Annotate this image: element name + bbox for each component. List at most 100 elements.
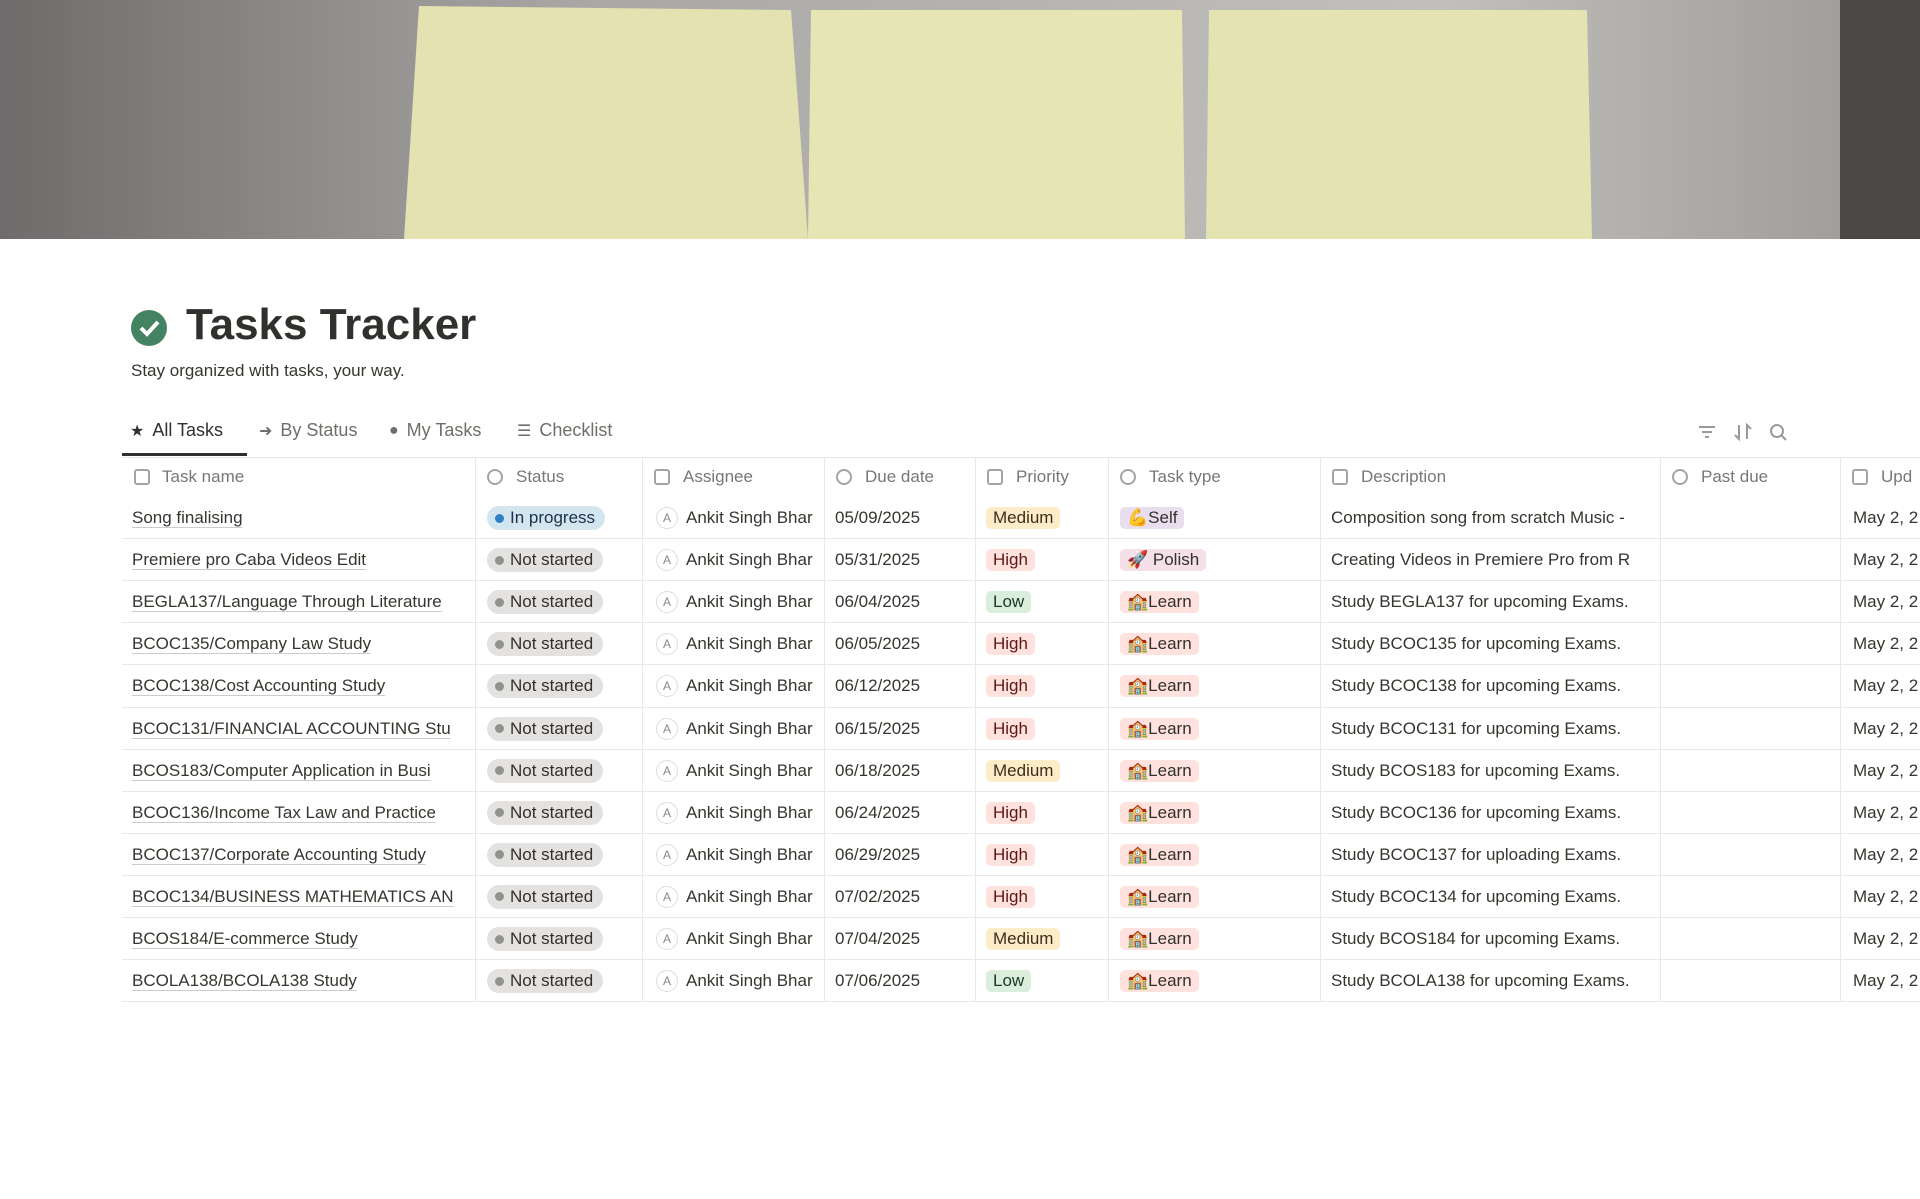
past-due-cell[interactable] bbox=[1660, 834, 1840, 876]
status-cell[interactable]: Not started bbox=[475, 581, 642, 623]
task-type-cell[interactable]: 🏫Learn bbox=[1108, 960, 1320, 1002]
updated-cell[interactable]: May 2, 2 bbox=[1840, 581, 1920, 623]
due-date-cell[interactable]: 07/06/2025 bbox=[824, 960, 975, 1002]
task-type-cell[interactable]: 🏫Learn bbox=[1108, 876, 1320, 918]
updated-cell[interactable]: May 2, 2 bbox=[1840, 960, 1920, 1002]
updated-cell[interactable]: May 2, 2 bbox=[1840, 665, 1920, 707]
assignee-cell[interactable]: A Ankit Singh Bhar bbox=[642, 539, 824, 581]
description-cell[interactable]: Study BCOLA138 for upcoming Exams. bbox=[1320, 960, 1660, 1002]
assignee-cell[interactable]: A Ankit Singh Bhar bbox=[642, 876, 824, 918]
description-cell[interactable]: Study BCOS184 for upcoming Exams. bbox=[1320, 918, 1660, 960]
past-due-cell[interactable] bbox=[1660, 665, 1840, 707]
priority-cell[interactable]: Medium bbox=[975, 750, 1108, 792]
updated-cell[interactable]: May 2, 2 bbox=[1840, 876, 1920, 918]
assignee-cell[interactable]: A Ankit Singh Bhar bbox=[642, 581, 824, 623]
task-name-cell[interactable]: BCOLA138/BCOLA138 Study bbox=[122, 960, 475, 1002]
due-date-cell[interactable]: 06/12/2025 bbox=[824, 665, 975, 707]
column-header[interactable]: Upd bbox=[1840, 457, 1920, 497]
task-name-cell[interactable]: Song finalising bbox=[122, 497, 475, 539]
priority-cell[interactable]: High bbox=[975, 834, 1108, 876]
due-date-cell[interactable]: 05/31/2025 bbox=[824, 539, 975, 581]
task-type-cell[interactable]: 🏫Learn bbox=[1108, 834, 1320, 876]
assignee-cell[interactable]: A Ankit Singh Bhar bbox=[642, 623, 824, 665]
assignee-cell[interactable]: A Ankit Singh Bhar bbox=[642, 497, 824, 539]
task-type-cell[interactable]: 🏫Learn bbox=[1108, 665, 1320, 707]
due-date-cell[interactable]: 07/02/2025 bbox=[824, 876, 975, 918]
task-name-cell[interactable]: BCOC131/FINANCIAL ACCOUNTING Stu bbox=[122, 708, 475, 750]
updated-cell[interactable]: May 2, 2 bbox=[1840, 918, 1920, 960]
task-name-cell[interactable]: BCOC137/Corporate Accounting Study bbox=[122, 834, 475, 876]
past-due-cell[interactable] bbox=[1660, 918, 1840, 960]
description-cell[interactable]: Study BCOC134 for upcoming Exams. bbox=[1320, 876, 1660, 918]
task-name-cell[interactable]: BCOC135/Company Law Study bbox=[122, 623, 475, 665]
past-due-cell[interactable] bbox=[1660, 581, 1840, 623]
priority-cell[interactable]: High bbox=[975, 876, 1108, 918]
task-type-cell[interactable]: 🏫Learn bbox=[1108, 918, 1320, 960]
due-date-cell[interactable]: 07/04/2025 bbox=[824, 918, 975, 960]
column-header[interactable]: Task name bbox=[122, 457, 475, 497]
status-cell[interactable]: In progress bbox=[475, 497, 642, 539]
description-cell[interactable]: Creating Videos in Premiere Pro from R bbox=[1320, 539, 1660, 581]
past-due-cell[interactable] bbox=[1660, 623, 1840, 665]
toolbar[interactable] bbox=[1695, 420, 1795, 444]
view-tab[interactable]: ● My Tasks bbox=[389, 420, 481, 441]
priority-cell[interactable]: High bbox=[975, 708, 1108, 750]
view-tab[interactable]: ★ All Tasks bbox=[130, 420, 223, 441]
due-date-cell[interactable]: 06/15/2025 bbox=[824, 708, 975, 750]
updated-cell[interactable]: May 2, 2 bbox=[1840, 750, 1920, 792]
task-name-cell[interactable]: BCOC138/Cost Accounting Study bbox=[122, 665, 475, 707]
past-due-cell[interactable] bbox=[1660, 539, 1840, 581]
column-header[interactable]: Status bbox=[475, 457, 642, 497]
priority-cell[interactable]: High bbox=[975, 539, 1108, 581]
assignee-cell[interactable]: A Ankit Singh Bhar bbox=[642, 708, 824, 750]
due-date-cell[interactable]: 05/09/2025 bbox=[824, 497, 975, 539]
view-tab[interactable]: ➜ By Status bbox=[259, 420, 357, 441]
priority-cell[interactable]: Low bbox=[975, 581, 1108, 623]
description-cell[interactable]: Study BCOC138 for upcoming Exams. bbox=[1320, 665, 1660, 707]
task-name-cell[interactable]: BCOS183/Computer Application in Busi bbox=[122, 750, 475, 792]
task-name-cell[interactable]: BCOS184/E-commerce Study bbox=[122, 918, 475, 960]
task-name-cell[interactable]: BEGLA137/Language Through Literature bbox=[122, 581, 475, 623]
task-type-cell[interactable]: 🏫Learn bbox=[1108, 581, 1320, 623]
task-type-cell[interactable]: 🚀 Polish bbox=[1108, 539, 1320, 581]
task-type-cell[interactable]: 💪Self bbox=[1108, 497, 1320, 539]
past-due-cell[interactable] bbox=[1660, 708, 1840, 750]
status-cell[interactable]: Not started bbox=[475, 834, 642, 876]
description-cell[interactable]: Composition song from scratch Music - bbox=[1320, 497, 1660, 539]
status-cell[interactable]: Not started bbox=[475, 876, 642, 918]
past-due-cell[interactable] bbox=[1660, 750, 1840, 792]
status-cell[interactable]: Not started bbox=[475, 539, 642, 581]
past-due-cell[interactable] bbox=[1660, 876, 1840, 918]
status-cell[interactable]: Not started bbox=[475, 708, 642, 750]
priority-cell[interactable]: Medium bbox=[975, 918, 1108, 960]
task-name-cell[interactable]: Premiere pro Caba Videos Edit bbox=[122, 539, 475, 581]
assignee-cell[interactable]: A Ankit Singh Bhar bbox=[642, 834, 824, 876]
priority-cell[interactable]: High bbox=[975, 792, 1108, 834]
description-cell[interactable]: Study BCOS183 for upcoming Exams. bbox=[1320, 750, 1660, 792]
column-header[interactable]: Due date bbox=[824, 457, 975, 497]
assignee-cell[interactable]: A Ankit Singh Bhar bbox=[642, 792, 824, 834]
assignee-cell[interactable]: A Ankit Singh Bhar bbox=[642, 750, 824, 792]
column-header[interactable]: Assignee bbox=[642, 457, 824, 497]
due-date-cell[interactable]: 06/04/2025 bbox=[824, 581, 975, 623]
description-cell[interactable]: Study BCOC136 for upcoming Exams. bbox=[1320, 792, 1660, 834]
updated-cell[interactable]: May 2, 2 bbox=[1840, 497, 1920, 539]
priority-cell[interactable]: Low bbox=[975, 960, 1108, 1002]
description-cell[interactable]: Study BCOC135 for upcoming Exams. bbox=[1320, 623, 1660, 665]
due-date-cell[interactable]: 06/18/2025 bbox=[824, 750, 975, 792]
updated-cell[interactable]: May 2, 2 bbox=[1840, 834, 1920, 876]
due-date-cell[interactable]: 06/29/2025 bbox=[824, 834, 975, 876]
column-header[interactable]: Task type bbox=[1108, 457, 1320, 497]
status-cell[interactable]: Not started bbox=[475, 960, 642, 1002]
column-header[interactable]: Description bbox=[1320, 457, 1660, 497]
past-due-cell[interactable] bbox=[1660, 960, 1840, 1002]
column-header[interactable]: Past due bbox=[1660, 457, 1840, 497]
column-header[interactable]: Priority bbox=[975, 457, 1108, 497]
task-type-cell[interactable]: 🏫Learn bbox=[1108, 623, 1320, 665]
past-due-cell[interactable] bbox=[1660, 497, 1840, 539]
task-type-cell[interactable]: 🏫Learn bbox=[1108, 708, 1320, 750]
updated-cell[interactable]: May 2, 2 bbox=[1840, 539, 1920, 581]
past-due-cell[interactable] bbox=[1660, 792, 1840, 834]
updated-cell[interactable]: May 2, 2 bbox=[1840, 792, 1920, 834]
description-cell[interactable]: Study BEGLA137 for upcoming Exams. bbox=[1320, 581, 1660, 623]
